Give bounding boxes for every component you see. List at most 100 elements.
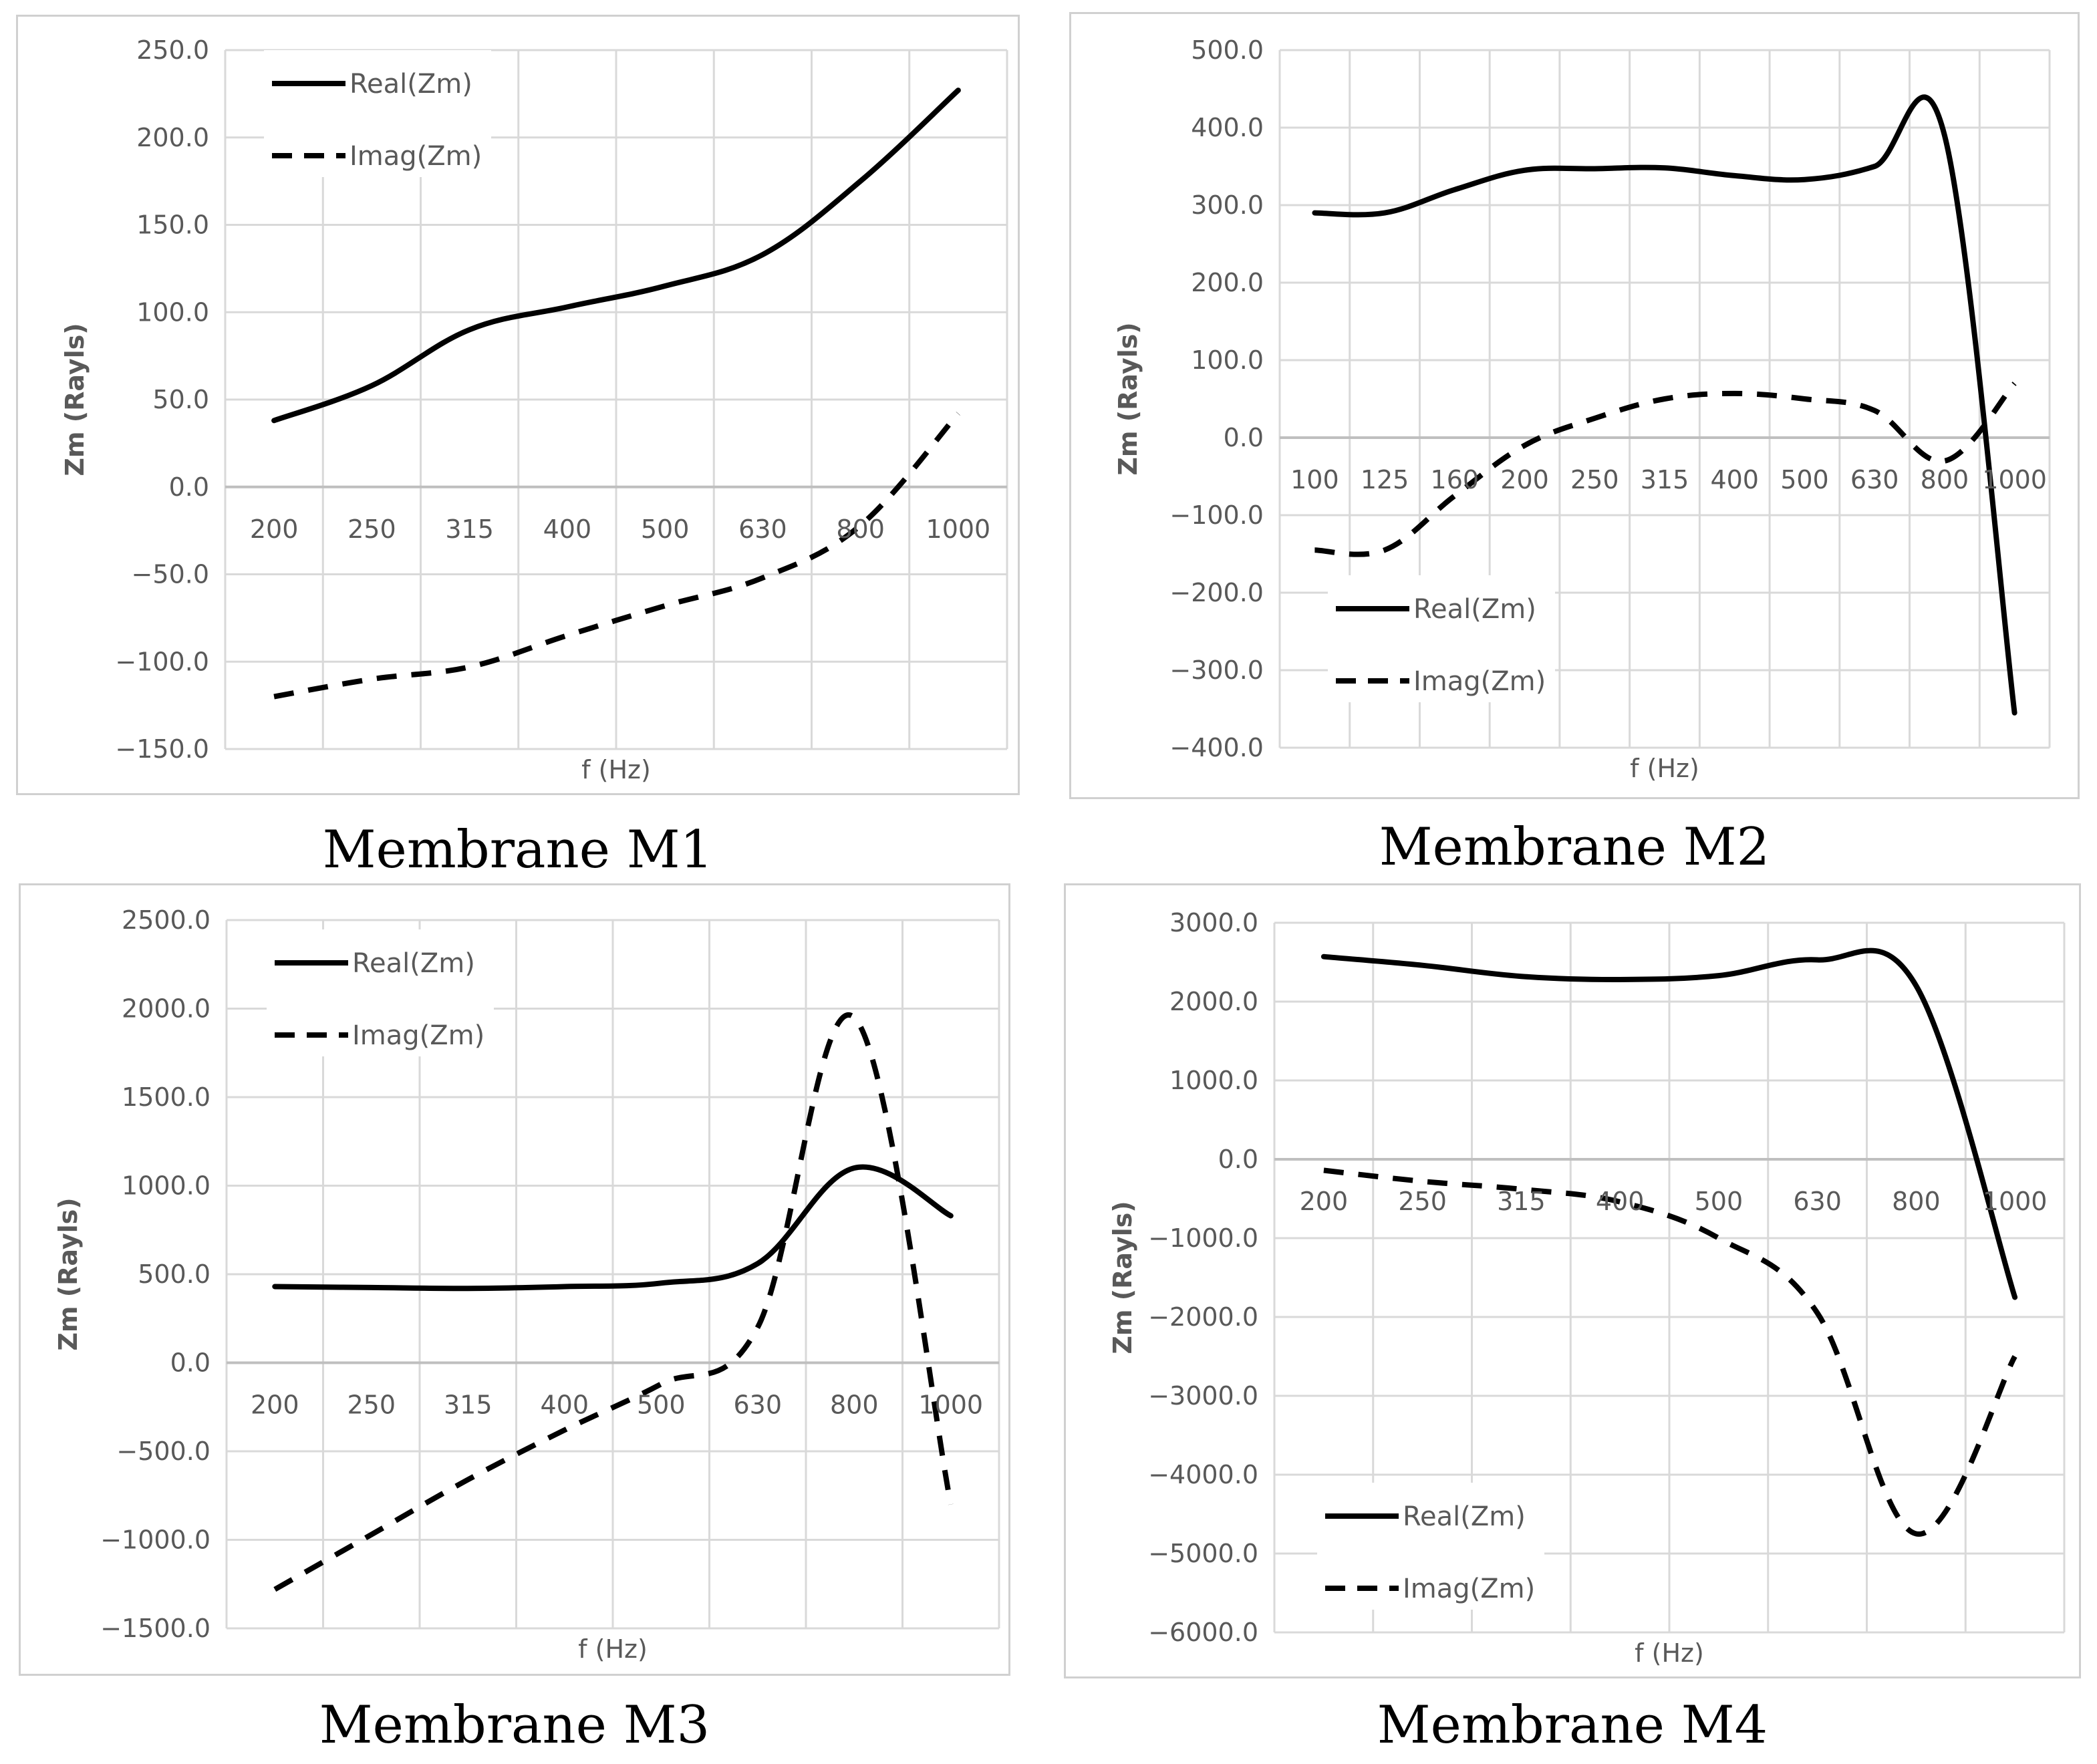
x-tick-label: 250: [347, 514, 396, 544]
y-axis-label: Zm (Rayls): [53, 1197, 83, 1350]
chart-panel-m3: 2500.0 2000.0 1500.0 1000.0 500.0 0.0 −500.0 −1…: [19, 883, 1010, 1764]
legend-label-imag: Imag(Zm): [352, 1020, 484, 1051]
x-tick-label: 500: [1695, 1187, 1743, 1216]
x-tick-label: 630: [1850, 465, 1899, 494]
series-line-imag-m4: [1323, 1167, 2017, 1537]
y-tick-label: −50.0: [132, 560, 209, 589]
y-tick-label: −300.0: [1169, 655, 1264, 685]
y-tick-label: −3000.0: [1148, 1381, 1258, 1411]
x-tick-label: 800: [836, 514, 885, 544]
chart-svg-m2: 500.0 400.0 300.0 200.0 100.0 0.0 −100.0 −200.0…: [1113, 35, 2051, 783]
y-tick-label: 1000.0: [122, 1171, 211, 1201]
y-axis-label: Zm (Rayls): [60, 323, 90, 476]
series-line-real-m1: [271, 88, 961, 424]
x-tick-label: 200: [251, 1390, 299, 1420]
y-tick-label: −2000.0: [1148, 1302, 1258, 1332]
x-tick-label: 200: [250, 514, 299, 544]
x-axis-label: f (Hz): [578, 1634, 648, 1664]
chart-title-m2: Membrane M2: [1379, 817, 1770, 877]
y-tick-label: 200.0: [136, 123, 209, 152]
x-tick-label: 500: [1780, 465, 1829, 494]
y-tick-label: −200.0: [1169, 578, 1264, 607]
y-tick-label: −100.0: [1169, 500, 1264, 530]
x-tick-label: 630: [1793, 1187, 1842, 1216]
legend-label-real: Real(Zm): [1403, 1501, 1526, 1532]
y-tick-label: −100.0: [115, 647, 209, 676]
x-tick-label: 400: [543, 514, 592, 544]
chart-title-m1: Membrane M1: [322, 820, 714, 880]
x-tick-label: 315: [1497, 1187, 1546, 1216]
x-tick-label: 1000: [1983, 1187, 2048, 1216]
x-tick-label: 125: [1361, 465, 1409, 494]
x-tick-label: 100: [1290, 465, 1339, 494]
x-tick-label: 1000: [918, 1390, 983, 1420]
legend-box: [267, 929, 494, 1056]
y-tick-label: −400.0: [1169, 733, 1264, 762]
y-tick-label: 50.0: [152, 385, 209, 414]
chart-panel-m1: 250.0 200.0 150.0 100.0 50.0 0.0 −50.0 −100.0 −1…: [16, 15, 1020, 883]
x-axis-label: f (Hz): [581, 755, 651, 784]
legend-box: [1328, 575, 1555, 702]
series-line-real-m3: [272, 1164, 954, 1292]
y-tick-label: −6000.0: [1148, 1618, 1258, 1647]
chart-frame-m2: 500.0 400.0 300.0 200.0 100.0 0.0 −100.0 −200.0…: [1069, 12, 2080, 799]
chart-svg-m3: 2500.0 2000.0 1500.0 1000.0 500.0 0.0 −500.0 −1…: [53, 905, 1000, 1664]
chart-frame-m3: 2500.0 2000.0 1500.0 1000.0 500.0 0.0 −500.0 −1…: [19, 883, 1010, 1676]
chart-svg-m1: 250.0 200.0 150.0 100.0 50.0 0.0 −50.0 −100.0 −1…: [60, 35, 1008, 784]
x-tick-label: 1000: [926, 514, 991, 544]
legend-label-imag: Imag(Zm): [1413, 666, 1546, 697]
chart-title-m3: Membrane M3: [319, 1695, 710, 1755]
chart-title-m4: Membrane M4: [1377, 1695, 1768, 1755]
y-tick-label: −500.0: [116, 1437, 211, 1466]
y-tick-label: 0.0: [1218, 1145, 1258, 1174]
y-tick-label: 200.0: [1191, 268, 1264, 297]
x-tick-label: 400: [1710, 465, 1759, 494]
y-tick-label: 100.0: [136, 297, 209, 327]
y-tick-label: −1000.0: [1148, 1223, 1258, 1253]
legend-box: [1317, 1483, 1544, 1610]
y-tick-label: 1000.0: [1169, 1066, 1258, 1095]
y-tick-label: 500.0: [1191, 35, 1264, 65]
y-tick-label: 0.0: [169, 472, 209, 502]
legend-label-real: Real(Zm): [1413, 594, 1536, 625]
y-tick-label: 100.0: [1191, 345, 1264, 375]
x-tick-label: 315: [444, 1390, 493, 1420]
legend-label-imag: Imag(Zm): [350, 141, 482, 172]
y-tick-label: −4000.0: [1148, 1460, 1258, 1489]
series-line-imag-m2: [1314, 382, 2017, 557]
y-tick-label: 150.0: [136, 210, 209, 240]
x-tick-label: 630: [733, 1390, 782, 1420]
series-line-real-m4: [1320, 947, 2018, 1300]
y-tick-label: 400.0: [1191, 113, 1264, 142]
legend-label-real: Real(Zm): [352, 948, 475, 979]
x-tick-label: 500: [637, 1390, 686, 1420]
x-tick-label: 315: [1641, 465, 1689, 494]
x-tick-label: 250: [1398, 1187, 1447, 1216]
y-tick-label: 250.0: [136, 35, 209, 65]
series-line-real-m2: [1312, 94, 2017, 716]
x-tick-label: 200: [1300, 1187, 1349, 1216]
y-tick-label: 500.0: [138, 1260, 211, 1289]
legend-label-imag: Imag(Zm): [1403, 1574, 1535, 1604]
chart-frame-m1: 250.0 200.0 150.0 100.0 50.0 0.0 −50.0 −100.0 −1…: [16, 15, 1020, 795]
x-tick-label: 500: [641, 514, 690, 544]
legend-label-real: Real(Zm): [350, 69, 472, 100]
y-tick-label: 2000.0: [1169, 987, 1258, 1016]
x-axis-label: f (Hz): [1635, 1638, 1704, 1668]
y-tick-label: 3000.0: [1169, 908, 1258, 937]
chart-panel-m4: 3000.0 2000.0 1000.0 0.0 −1000.0 −2000.0 −3000…: [1064, 883, 2081, 1764]
y-axis-label: Zm (Rayls): [1108, 1201, 1137, 1354]
x-tick-label: 630: [738, 514, 787, 544]
y-axis-label: Zm (Rayls): [1113, 322, 1143, 475]
legend-box: [264, 50, 491, 177]
x-tick-label: 250: [347, 1390, 396, 1420]
x-tick-label: 400: [1596, 1187, 1645, 1216]
x-tick-label: 315: [445, 514, 494, 544]
y-tick-label: 2000.0: [122, 994, 211, 1024]
y-tick-label: 2500.0: [122, 905, 211, 935]
y-tick-label: 0.0: [1224, 423, 1264, 452]
x-tick-label: 800: [1921, 465, 1969, 494]
y-tick-label: −5000.0: [1148, 1539, 1258, 1568]
x-axis-label: f (Hz): [1630, 754, 1699, 783]
x-tick-label: 160: [1431, 465, 1480, 494]
